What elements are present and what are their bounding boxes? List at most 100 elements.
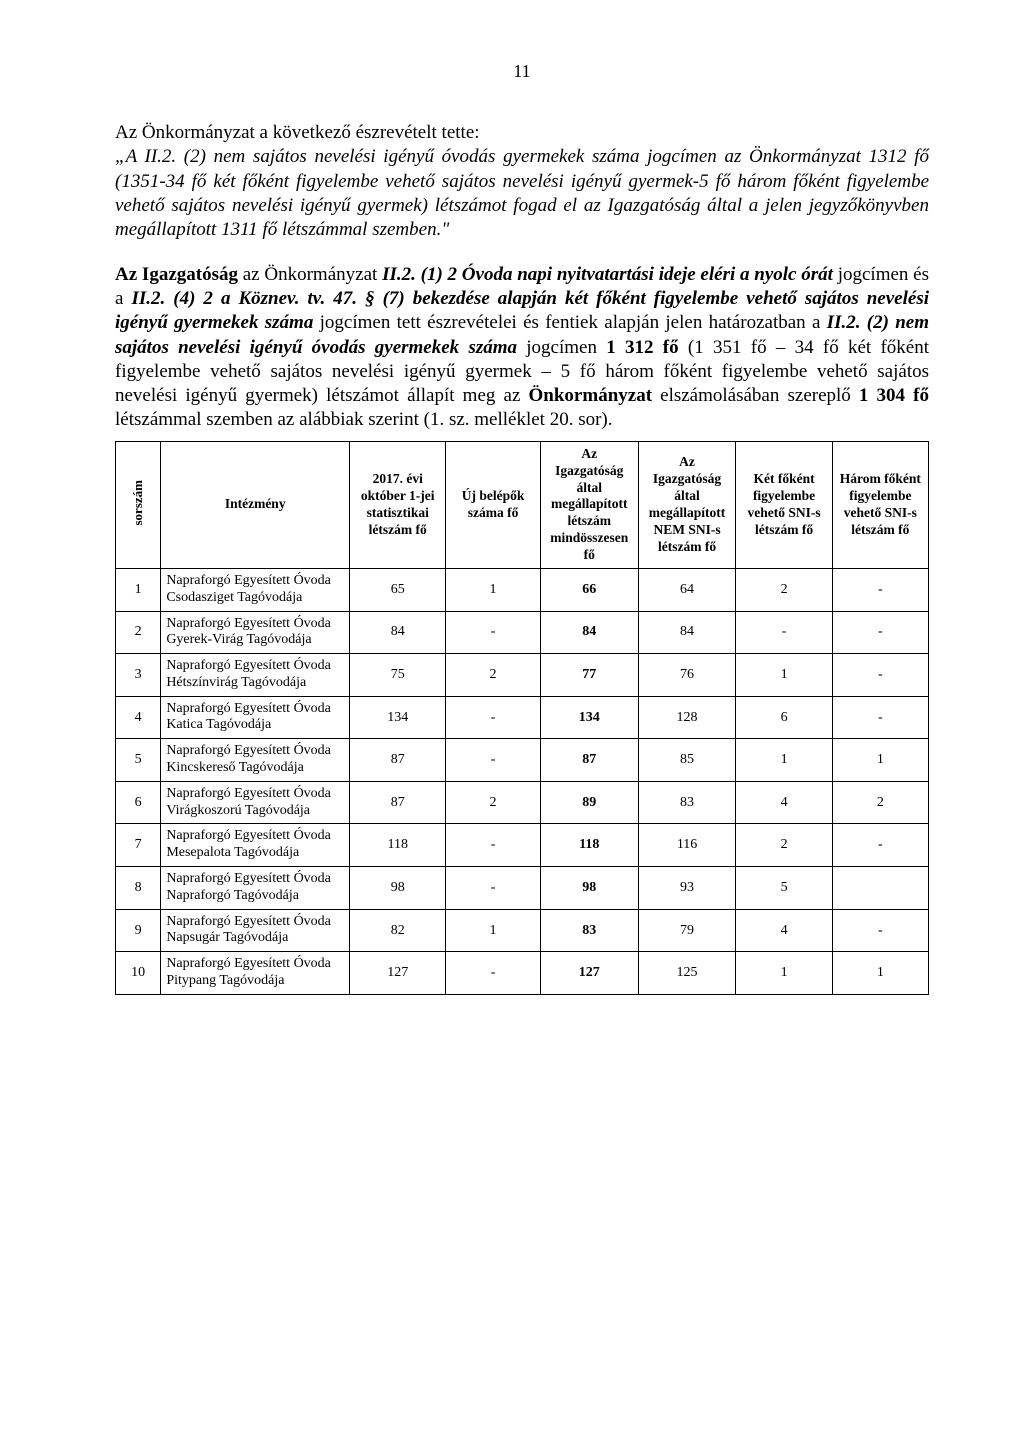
- intro-line: Az Önkormányzat a következő észrevételt …: [115, 121, 929, 145]
- cell-value: 84: [638, 611, 736, 654]
- cell-value: 66: [540, 568, 638, 611]
- text-run: Az Igazgatóság: [115, 264, 243, 285]
- cell-value: 84: [350, 611, 446, 654]
- cell-value: 5: [736, 867, 832, 910]
- cell-value: 76: [638, 654, 736, 697]
- cell-value: 65: [350, 568, 446, 611]
- table-row: 1Napraforgó Egyesített Óvoda Csodasziget…: [116, 568, 929, 611]
- cell-value: -: [832, 654, 928, 697]
- cell-value: 2: [832, 781, 928, 824]
- cell-sorszam: 10: [116, 952, 161, 995]
- cell-intezmeny: Napraforgó Egyesített Óvoda Hétszínvirág…: [161, 654, 350, 697]
- table-row: 3Napraforgó Egyesített Óvoda Hétszínvirá…: [116, 654, 929, 697]
- cell-value: 127: [540, 952, 638, 995]
- table-row: 4Napraforgó Egyesített Óvoda Katica Tagó…: [116, 696, 929, 739]
- cell-intezmeny: Napraforgó Egyesített Óvoda Kincskereső …: [161, 739, 350, 782]
- cell-value: 118: [540, 824, 638, 867]
- cell-value: 89: [540, 781, 638, 824]
- cell-intezmeny: Napraforgó Egyesített Óvoda Csodasziget …: [161, 568, 350, 611]
- cell-intezmeny: Napraforgó Egyesített Óvoda Katica Tagóv…: [161, 696, 350, 739]
- cell-value: -: [446, 611, 540, 654]
- th-harom-fokent-sni: Három főként figyelembe vehető SNI-s lét…: [832, 441, 928, 568]
- cell-value: 1: [446, 568, 540, 611]
- cell-sorszam: 2: [116, 611, 161, 654]
- cell-value: -: [832, 824, 928, 867]
- text-run: jogcímen tett észrevételei és fentiek al…: [313, 312, 826, 333]
- th-uj-belepok: Új belépők száma fő: [446, 441, 540, 568]
- th-nem-sni: Az Igazgatóság által megállapított NEM S…: [638, 441, 736, 568]
- quoted-remark: „A II.2. (2) nem sajátos nevelési igényű…: [115, 145, 929, 242]
- table-row: 7Napraforgó Egyesített Óvoda Mesepalota …: [116, 824, 929, 867]
- cell-intezmeny: Napraforgó Egyesített Óvoda Mesepalota T…: [161, 824, 350, 867]
- cell-sorszam: 5: [116, 739, 161, 782]
- intro-block: Az Önkormányzat a következő észrevételt …: [115, 121, 929, 243]
- cell-value: -: [832, 611, 928, 654]
- cell-sorszam: 6: [116, 781, 161, 824]
- cell-value: -: [736, 611, 832, 654]
- text-run: II.2. (1) 2 Óvoda napi nyitvatartási ide…: [382, 264, 833, 285]
- cell-value: 87: [540, 739, 638, 782]
- cell-sorszam: 1: [116, 568, 161, 611]
- cell-intezmeny: Napraforgó Egyesített Óvoda Napraforgó T…: [161, 867, 350, 910]
- cell-value: -: [832, 568, 928, 611]
- cell-value: 2: [736, 568, 832, 611]
- cell-value: 118: [350, 824, 446, 867]
- table-row: 10Napraforgó Egyesített Óvoda Pitypang T…: [116, 952, 929, 995]
- cell-value: 128: [638, 696, 736, 739]
- cell-value: 6: [736, 696, 832, 739]
- cell-value: -: [832, 696, 928, 739]
- cell-value: 4: [736, 909, 832, 952]
- cell-value: 75: [350, 654, 446, 697]
- cell-value: 98: [350, 867, 446, 910]
- cell-sorszam: 8: [116, 867, 161, 910]
- cell-value: 87: [350, 781, 446, 824]
- cell-value: 1: [736, 739, 832, 782]
- cell-value: 2: [446, 781, 540, 824]
- table-row: 8Napraforgó Egyesített Óvoda Napraforgó …: [116, 867, 929, 910]
- cell-value: 125: [638, 952, 736, 995]
- th-ket-fokent-sni: Két főként figyelembe vehető SNI-s létsz…: [736, 441, 832, 568]
- th-intezmeny: Intézmény: [161, 441, 350, 568]
- cell-value: [832, 867, 928, 910]
- resolution-paragraph: Az Igazgatóság az Önkormányzat II.2. (1)…: [115, 263, 929, 433]
- text-run: jogcímen: [517, 337, 606, 358]
- text-run: 1 312 fő: [606, 337, 678, 358]
- text-run: elszámolásában szereplő: [652, 385, 859, 406]
- cell-value: 82: [350, 909, 446, 952]
- cell-value: -: [832, 909, 928, 952]
- cell-value: 87: [350, 739, 446, 782]
- cell-value: -: [446, 952, 540, 995]
- cell-value: 1: [832, 952, 928, 995]
- cell-value: 84: [540, 611, 638, 654]
- cell-value: 98: [540, 867, 638, 910]
- cell-intezmeny: Napraforgó Egyesített Óvoda Napsugár Tag…: [161, 909, 350, 952]
- cell-intezmeny: Napraforgó Egyesített Óvoda Virágkoszorú…: [161, 781, 350, 824]
- cell-value: 127: [350, 952, 446, 995]
- cell-value: 134: [540, 696, 638, 739]
- th-megallapitott-ossz: Az Igazgatóság által megállapított létsz…: [540, 441, 638, 568]
- cell-value: -: [446, 739, 540, 782]
- cell-value: 83: [540, 909, 638, 952]
- cell-value: 1: [736, 952, 832, 995]
- page-container: 11 Az Önkormányzat a következő észrevéte…: [0, 0, 1024, 1448]
- th-stat-2017: 2017. évi október 1-jei statisztikai lét…: [350, 441, 446, 568]
- cell-value: 1: [446, 909, 540, 952]
- cell-value: -: [446, 867, 540, 910]
- cell-sorszam: 3: [116, 654, 161, 697]
- table-header-row: sorszám Intézmény 2017. évi október 1-je…: [116, 441, 929, 568]
- cell-value: 79: [638, 909, 736, 952]
- cell-value: 116: [638, 824, 736, 867]
- cell-sorszam: 9: [116, 909, 161, 952]
- cell-value: 2: [446, 654, 540, 697]
- cell-value: -: [446, 824, 540, 867]
- cell-value: 1: [832, 739, 928, 782]
- cell-value: 64: [638, 568, 736, 611]
- cell-intezmeny: Napraforgó Egyesített Óvoda Pitypang Tag…: [161, 952, 350, 995]
- table-row: 5Napraforgó Egyesített Óvoda Kincskereső…: [116, 739, 929, 782]
- cell-value: 2: [736, 824, 832, 867]
- cell-value: 93: [638, 867, 736, 910]
- text-run: létszámmal szemben az alábbiak szerint (…: [115, 409, 613, 430]
- cell-value: 1: [736, 654, 832, 697]
- page-number: 11: [115, 60, 929, 83]
- cell-value: 83: [638, 781, 736, 824]
